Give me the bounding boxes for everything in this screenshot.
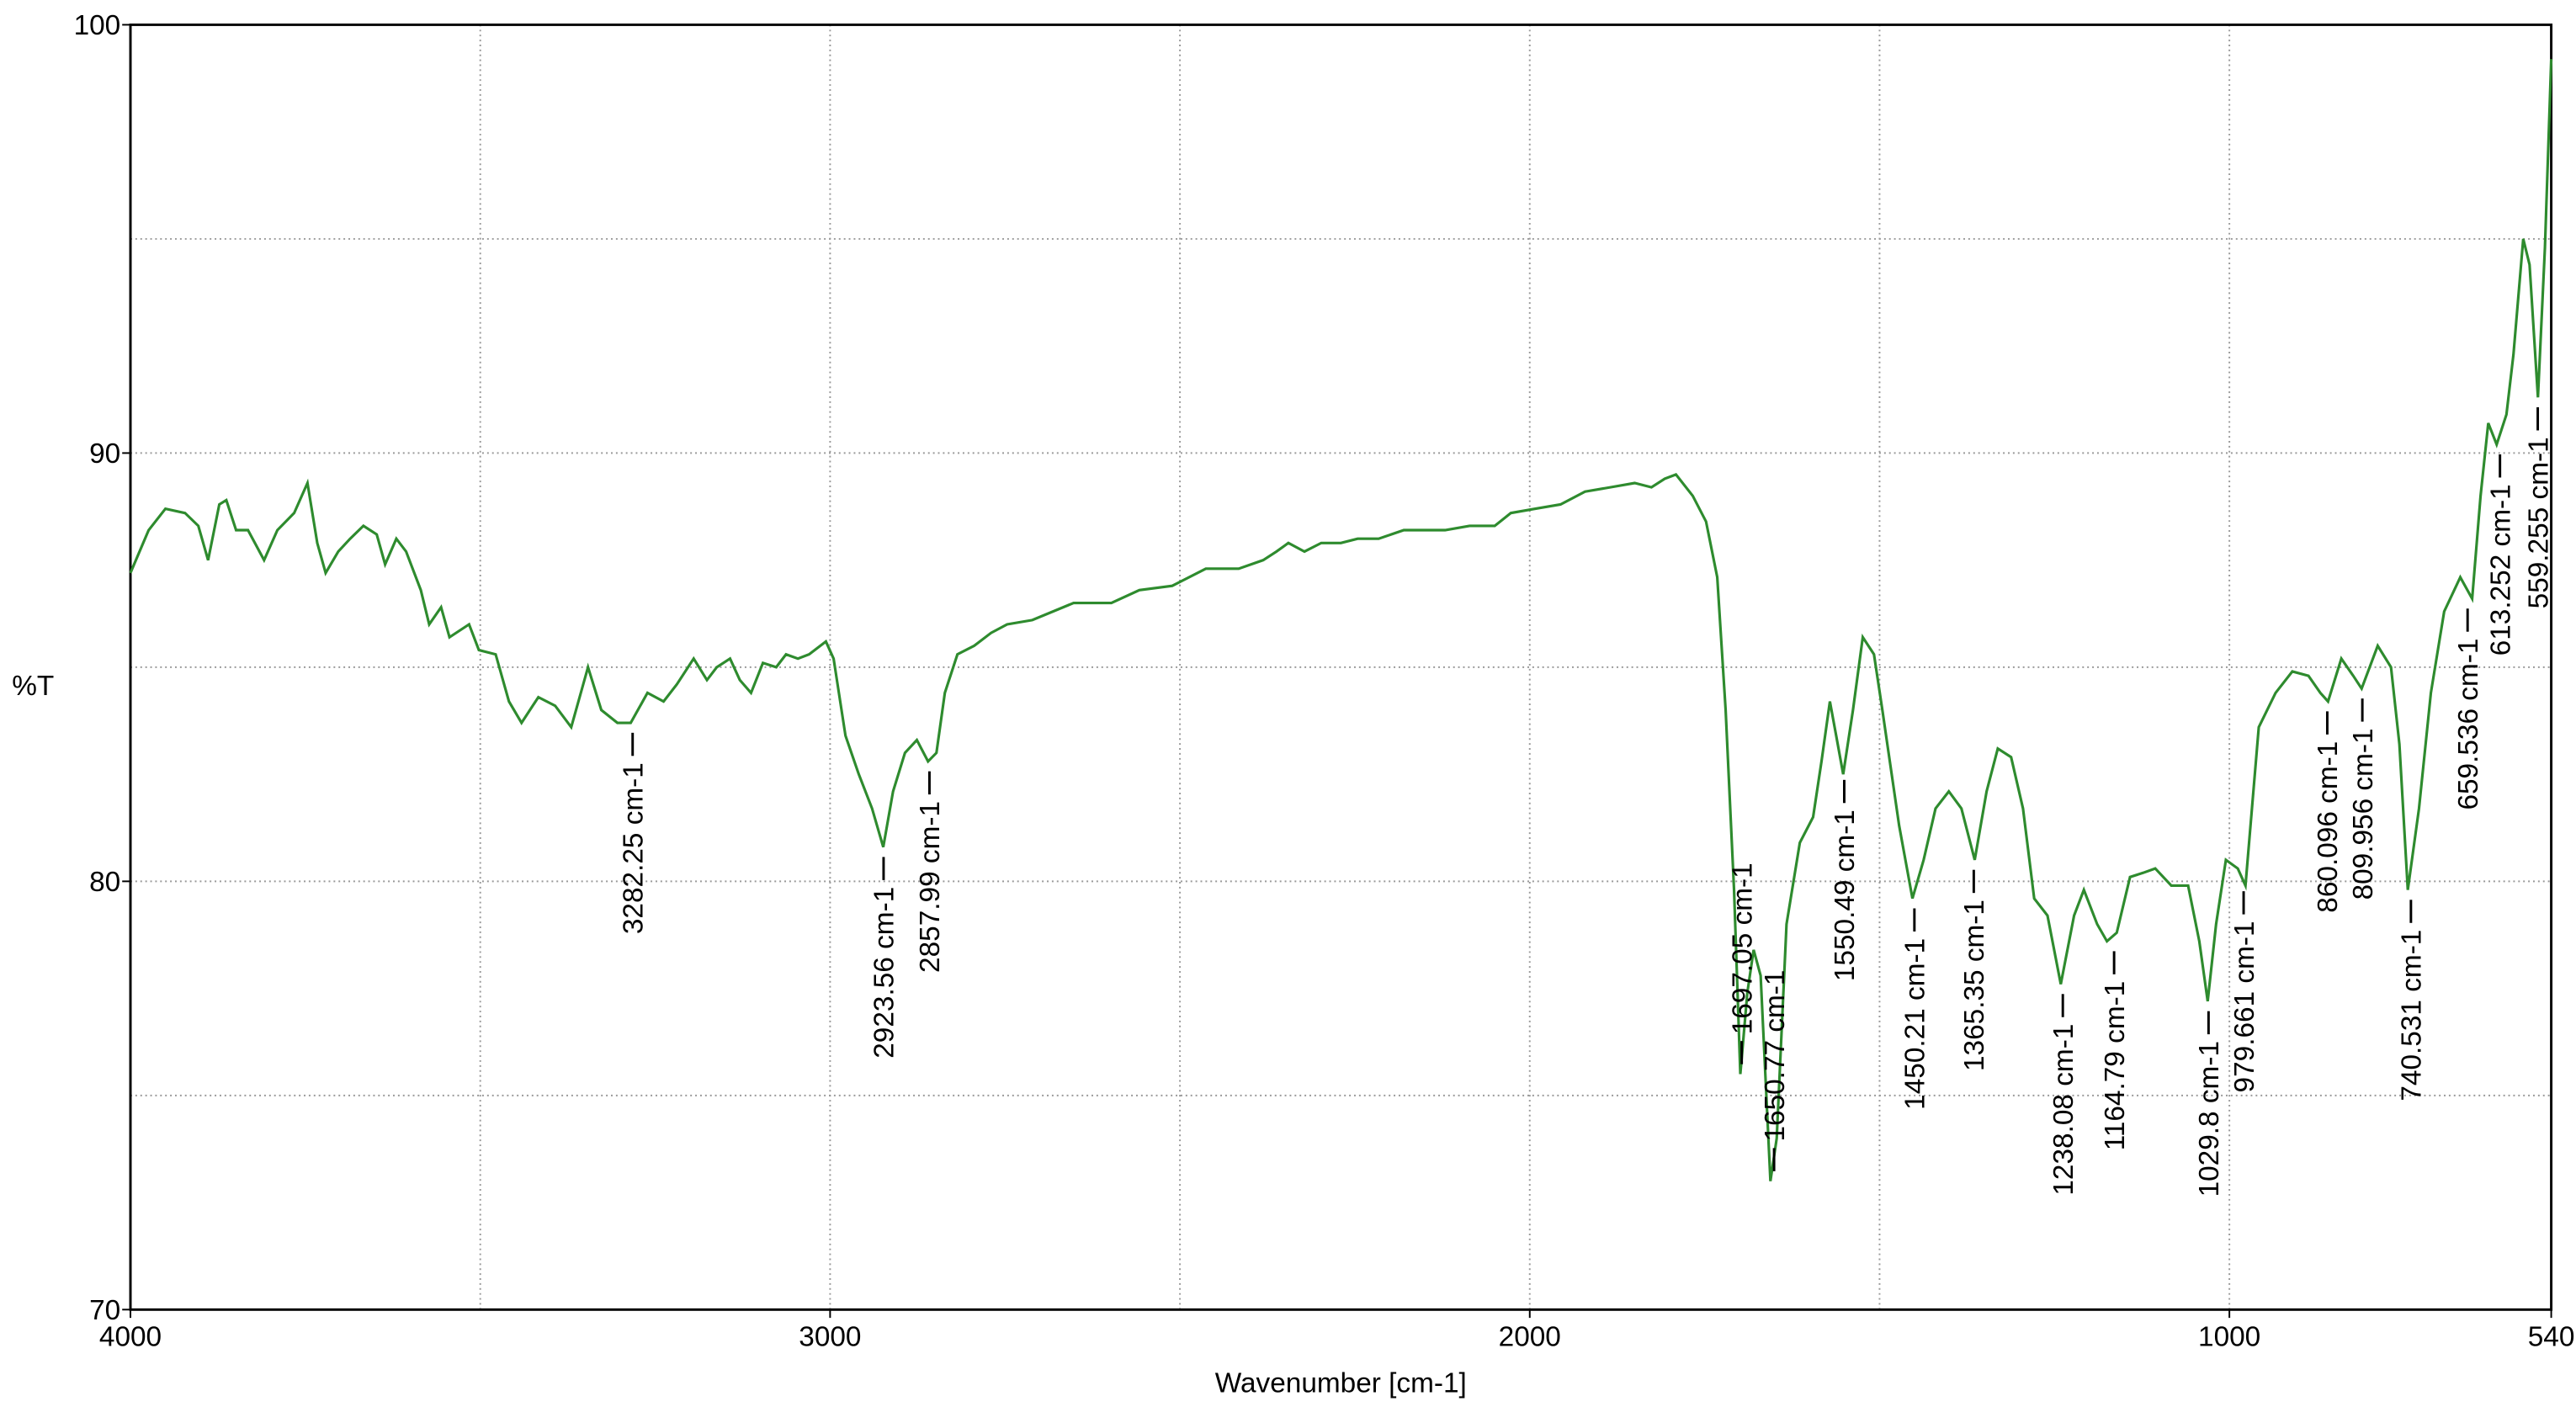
peak-label: 659.536 cm-1	[2453, 639, 2484, 810]
peak-label: 860.096 cm-1	[2313, 741, 2344, 913]
peak-label: 1238.08 cm-1	[2048, 1024, 2079, 1196]
x-tick-label: 3000	[799, 1321, 861, 1352]
peak-label: 1365.35 cm-1	[1959, 900, 1990, 1071]
peak-label: 1450.21 cm-1	[1900, 938, 1931, 1110]
y-axis-label: %T	[12, 671, 54, 702]
peak-label: 3282.25 cm-1	[619, 762, 650, 934]
plot-frame	[129, 23, 2553, 1311]
x-tick-label: 540	[2528, 1321, 2575, 1352]
x-tick-label: 2000	[1499, 1321, 1561, 1352]
x-tick-label: 1000	[2198, 1321, 2260, 1352]
peak-label: 1164.79 cm-1	[2100, 981, 2131, 1151]
x-tick-label: 4000	[99, 1321, 162, 1352]
peak-label: 1550.49 cm-1	[1830, 810, 1861, 981]
peak-label: 1650.77 cm-1	[1760, 970, 1791, 1142]
peak-label: 613.252 cm-1	[2485, 484, 2516, 656]
peak-label: 740.531 cm-1	[2397, 930, 2428, 1101]
peak-label: 1697.05 cm-1	[1727, 863, 1758, 1034]
peak-label: 2857.99 cm-1	[915, 801, 946, 973]
peak-label: 1029.8 cm-1	[2194, 1041, 2225, 1197]
y-tick-label: 100	[74, 10, 121, 41]
peak-label: 2923.56 cm-1	[869, 887, 900, 1059]
peak-label: 559.255 cm-1	[2523, 437, 2554, 608]
y-tick-label: 70	[89, 1295, 120, 1326]
y-tick-label: 80	[89, 867, 120, 898]
x-axis-label: Wavenumber [cm-1]	[1215, 1367, 1467, 1399]
y-tick-label: 90	[89, 438, 120, 470]
peak-label: 979.661 cm-1	[2229, 921, 2260, 1092]
peak-label: 809.956 cm-1	[2348, 728, 2379, 900]
spectrum-line	[129, 59, 2553, 1181]
